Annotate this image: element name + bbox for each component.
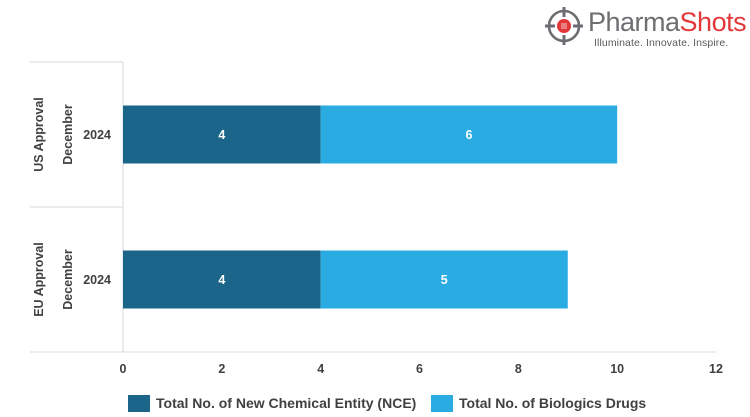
x-tick-label: 12 [709, 362, 723, 376]
legend-swatch-biologics [431, 394, 453, 412]
category-group-label: EU Approval [32, 242, 46, 317]
legend-swatch-nce [128, 394, 150, 412]
target-logo-icon [545, 7, 583, 45]
x-tick-label: 4 [317, 362, 324, 376]
legend-label-biologics: Total No. of Biologics Drugs [459, 395, 647, 411]
bar-segment [123, 250, 321, 309]
bar-data-label: 4 [218, 273, 225, 287]
legend-item-nce: Total No. of New Chemical Entity (NCE) [128, 392, 416, 414]
brand-name-part2: Shots [679, 7, 747, 37]
brand-name: PharmaShots [588, 6, 747, 38]
brand-tagline: Illuminate. Innovate. Inspire. [594, 37, 729, 49]
bar-segment [320, 105, 618, 164]
bar-segment [123, 105, 321, 164]
chart-plot: 0 2 4 6 8 10 12 US Approval December 2024 4 6 EU Ap… [30, 61, 723, 376]
bar-segment [320, 250, 568, 309]
x-tick-label: 0 [120, 362, 127, 376]
bar-data-label: 5 [441, 273, 448, 287]
bar-data-label: 6 [465, 128, 472, 142]
category-tick-label: 2024 [83, 273, 111, 287]
x-tick-label: 6 [416, 362, 423, 376]
x-tick-label: 2 [218, 362, 225, 376]
chart-legend: Total No. of New Chemical Entity (NCE) T… [0, 392, 750, 414]
x-tick-label: 10 [610, 362, 624, 376]
legend-item-biologics: Total No. of Biologics Drugs [431, 392, 646, 414]
category-group-label: US Approval [32, 97, 46, 172]
category-subgroup-label: December [61, 249, 75, 310]
brand-name-part1: Pharma [588, 7, 680, 37]
x-tick-label: 8 [515, 362, 522, 376]
legend-label-nce: Total No. of New Chemical Entity (NCE) [156, 395, 417, 411]
bar-data-label: 4 [218, 128, 225, 142]
category-tick-label: 2024 [83, 128, 111, 142]
pharmashots-logo: PharmaShots Illuminate. Innovate. Inspir… [544, 6, 747, 50]
category-subgroup-label: December [61, 104, 75, 165]
